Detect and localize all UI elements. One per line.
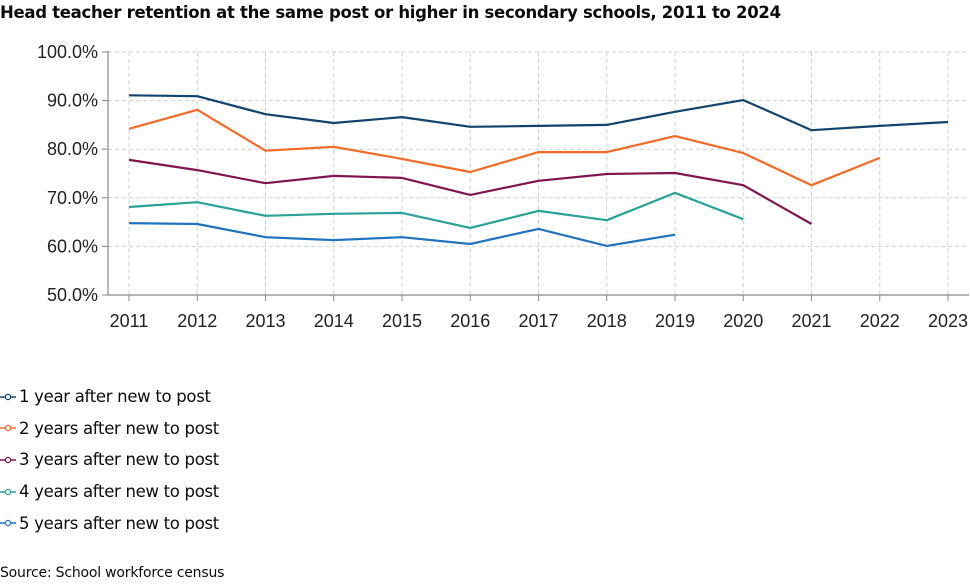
legend: 1 year after new to post 2 years after ne… [0, 381, 219, 539]
x-axis-ticks: 2011 2012 2013 2014 2015 2016 2017 2018 2019 2020… [110, 295, 968, 331]
y-tick-label: 100.0% [37, 42, 98, 62]
y-tick-label: 80.0% [47, 139, 98, 159]
legend-item: 5 years after new to post [0, 507, 219, 539]
series-lines [128, 94, 949, 247]
legend-item: 4 years after new to post [0, 476, 219, 508]
y-tick-label: 70.0% [47, 188, 98, 208]
y-tick-label: 60.0% [47, 236, 98, 256]
legend-label: 1 year after new to post [19, 387, 211, 407]
legend-label: 5 years after new to post [19, 513, 219, 533]
source-note: Source: School workforce census [0, 565, 225, 581]
y-tick-label: 50.0% [47, 285, 98, 305]
x-tick-label: 2011 [110, 311, 149, 331]
x-tick-label: 2020 [723, 311, 763, 331]
series-line-3 [128, 158, 813, 225]
y-tick-label: 90.0% [47, 91, 98, 111]
x-tick-label: 2016 [450, 311, 490, 331]
x-tick-label: 2023 [928, 311, 968, 331]
series-line-2 [128, 108, 881, 187]
legend-label: 4 years after new to post [19, 482, 219, 502]
legend-item: 2 years after new to post [0, 413, 219, 445]
legend-label: 2 years after new to post [19, 418, 219, 438]
legend-item: 3 years after new to post [0, 444, 219, 476]
series-line-5 [128, 222, 676, 247]
y-axis-ticks: 50.0% 60.0% 70.0% 80.0% 90.0% 100.0% [37, 42, 108, 305]
x-tick-label: 2019 [655, 311, 695, 331]
series-line-4 [128, 191, 744, 229]
x-tick-label: 2017 [518, 311, 558, 331]
legend-marker-icon [0, 425, 16, 432]
x-tick-label: 2012 [177, 311, 217, 331]
chart-title: Head teacher retention at the same post … [0, 3, 781, 22]
x-tick-label: 2015 [382, 311, 422, 331]
x-tick-label: 2018 [587, 311, 627, 331]
x-tick-label: 2022 [860, 311, 900, 331]
x-tick-label: 2013 [245, 311, 285, 331]
legend-marker-icon [0, 393, 16, 401]
legend-marker-icon [0, 456, 16, 464]
legend-marker-icon [0, 488, 16, 495]
x-tick-label: 2021 [791, 311, 831, 331]
line-chart: 50.0% 60.0% 70.0% 80.0% 90.0% 100.0% 2011 2012… [37, 42, 969, 331]
legend-marker-icon [0, 519, 16, 527]
legend-item: 1 year after new to post [0, 381, 219, 413]
gridlines [108, 51, 969, 295]
legend-label: 3 years after new to post [19, 450, 219, 470]
series-line-1 [128, 94, 949, 132]
x-tick-label: 2014 [314, 311, 354, 331]
